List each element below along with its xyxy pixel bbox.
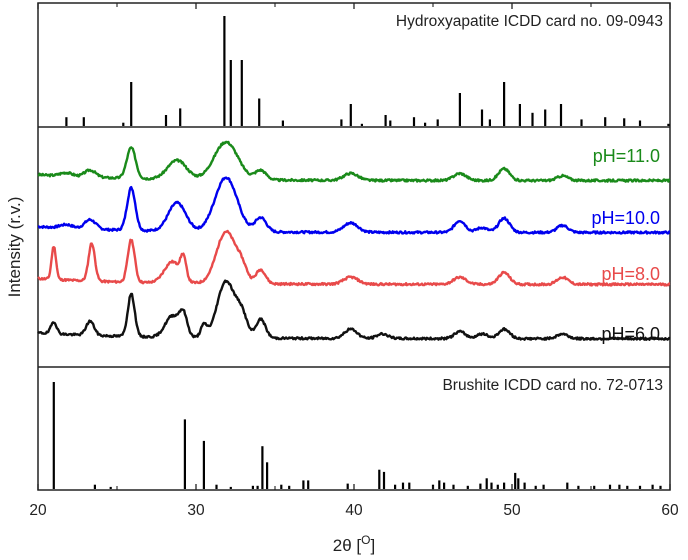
brushite-reference-peaks [52, 382, 662, 489]
series-label-ph-11: pH=11.0 [593, 146, 660, 166]
x-axis-label-degree: O [361, 533, 370, 547]
xrd-line-pH60 [37, 279, 671, 341]
x-axis-ticks: 20 30 40 50 60 [29, 3, 679, 519]
hydroxyapatite-panel-label: Hydroxyapatite ICDD card no. 09-0943 [396, 13, 663, 30]
x-axis-label: 2θ [O] [333, 533, 375, 555]
x-axis-label-main: 2θ [ [333, 536, 362, 555]
x-tick-label-30: 30 [187, 502, 205, 519]
xrd-line-pH110 [37, 140, 671, 183]
x-tick-label-20: 20 [29, 502, 47, 519]
y-axis-label: Intensity (r.v.) [5, 197, 24, 298]
x-tick-label-50: 50 [503, 502, 521, 519]
xrd-line-pH80 [37, 229, 671, 287]
series-label-ph-10: pH=10.0 [591, 208, 660, 228]
brushite-panel-label: Brushite ICDD card no. 72-0713 [442, 377, 663, 394]
x-tick-label-60: 60 [661, 502, 679, 519]
hydroxyapatite-reference-peaks [65, 16, 670, 126]
series-label-ph-8: pH=8.0 [601, 264, 660, 284]
x-tick-label-40: 40 [345, 502, 363, 519]
x-axis-label-close: ] [370, 536, 375, 555]
xrd-pattern-series [37, 140, 671, 341]
xrd-line-pH100 [37, 176, 671, 235]
series-label-ph-6: pH=6.0 [601, 324, 660, 344]
